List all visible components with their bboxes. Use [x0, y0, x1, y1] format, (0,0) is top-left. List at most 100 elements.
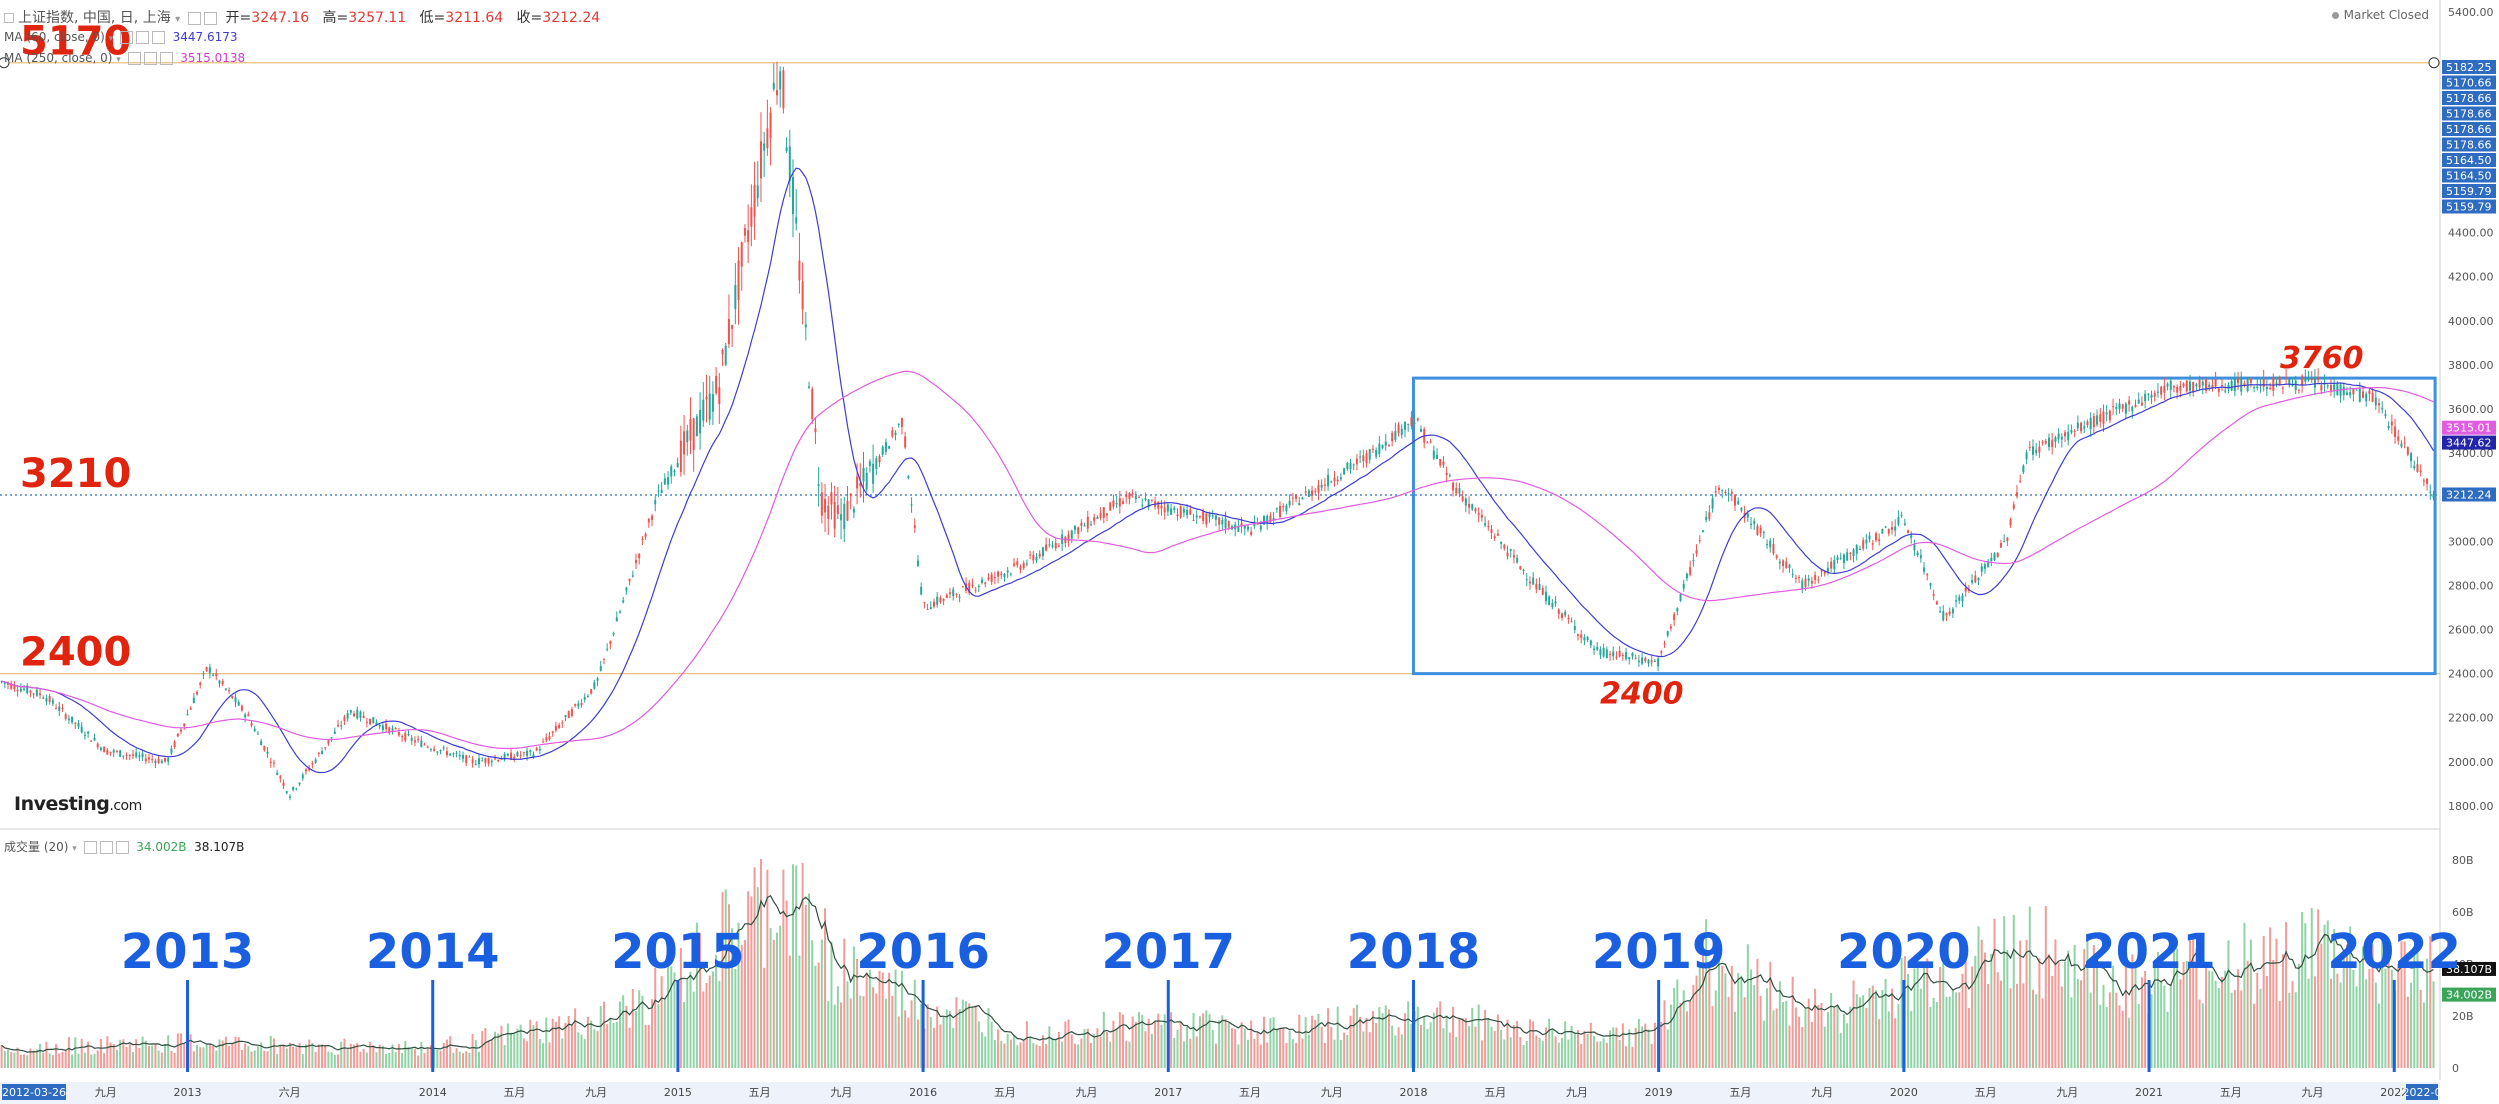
x-tick-label: 2022-0 [2403, 1086, 2442, 1099]
volume-bar [2313, 976, 2316, 1068]
x-tick-label: 2019 [1645, 1086, 1673, 1099]
volume-bar [1214, 1043, 1217, 1068]
candle-body [176, 733, 179, 737]
eye-icon[interactable] [83, 841, 97, 854]
volume-bar [1359, 1016, 1362, 1068]
settings-icon[interactable] [136, 31, 149, 44]
volume-bar [1128, 1041, 1131, 1068]
volume-bar [1147, 1018, 1150, 1068]
x-tick-label: 五月 [2220, 1086, 2242, 1099]
x-tick-label: 2012-03-26 [2, 1086, 66, 1099]
market-status-text: Market Closed [2343, 8, 2429, 22]
chevron-down-icon[interactable]: ▾ [116, 55, 121, 65]
year-marker-label: 2017 [1101, 924, 1235, 980]
volume-bar [900, 970, 903, 1068]
volume-bar [1375, 1023, 1378, 1068]
volume-bar [628, 1027, 631, 1068]
candle-body [506, 753, 509, 756]
volume-bar [2374, 982, 2377, 1068]
candle-body [654, 500, 657, 505]
logo-main: Investing [14, 793, 110, 815]
volume-bar [606, 1024, 609, 1068]
candle-body [1849, 552, 1852, 554]
candle-body [1455, 487, 1458, 494]
candle-body [1874, 533, 1877, 541]
volume-bar [1878, 1019, 1881, 1068]
candle-body [2378, 403, 2381, 406]
close-icon[interactable] [159, 52, 173, 65]
candle-body [1198, 515, 1201, 517]
close-icon[interactable] [203, 11, 217, 25]
candle-body [2192, 381, 2195, 393]
candle-body [205, 667, 208, 671]
eye-icon[interactable] [127, 52, 141, 65]
ma250-legend[interactable]: MA (250, close, 0) ▾ 3515.0138 [4, 51, 245, 65]
chevron-down-icon[interactable]: ▾ [72, 844, 77, 854]
volume-bar [596, 1030, 599, 1068]
volume-legend[interactable]: 成交量 (20) ▾ 34.002B 38.107B [4, 838, 244, 855]
candle-body [2089, 417, 2092, 430]
candle-body [1054, 543, 1057, 549]
volume-bar [2269, 927, 2272, 1068]
volume-bar [673, 972, 676, 1068]
candle-body [2317, 377, 2320, 381]
candle-body [324, 747, 327, 749]
candle-body [2124, 403, 2127, 414]
volume-bar [968, 1003, 971, 1068]
candle-body [96, 743, 99, 748]
candle-body [263, 746, 266, 751]
volume-bar [833, 1004, 836, 1068]
candle-body [119, 750, 122, 757]
candle-body [1762, 531, 1765, 534]
settings-icon[interactable] [143, 52, 157, 65]
volume-bar [1516, 1021, 1519, 1068]
candle-body [2044, 441, 2047, 444]
volume-bar [1849, 1006, 1852, 1068]
symbol-name[interactable]: 上证指数, 中国, 日, 上海 [18, 10, 171, 26]
y-tick-label: 2400.00 [2448, 668, 2494, 681]
volume-bar [2358, 962, 2361, 1068]
volume-bar [141, 1036, 144, 1068]
settings-icon[interactable] [99, 841, 113, 854]
candle-body [1304, 491, 1307, 493]
candle-body [455, 752, 458, 755]
close-icon[interactable] [152, 31, 165, 44]
chevron-down-icon[interactable]: ▾ [108, 34, 114, 44]
volume-bar [279, 1044, 282, 1068]
candle-body [103, 746, 106, 753]
volume-bar [683, 1002, 686, 1068]
ma60-label[interactable]: MA (60, close, 0) [4, 30, 105, 44]
price-tag-label: 5178.66 [2446, 139, 2492, 152]
candle-body [2326, 385, 2329, 387]
volume-bar [1474, 1026, 1477, 1068]
candle-body [1275, 508, 1278, 510]
candle-body [602, 658, 605, 660]
eye-icon[interactable] [120, 31, 133, 44]
candle-body [1839, 557, 1842, 559]
candle-body [599, 666, 602, 671]
close-icon[interactable] [115, 841, 129, 854]
collapse-icon[interactable] [4, 13, 14, 23]
candle-body [1179, 506, 1182, 518]
candle-body [67, 718, 70, 721]
chevron-down-icon[interactable]: ▾ [175, 14, 181, 25]
volume-bar [1983, 952, 1986, 1068]
candle-body [1778, 561, 1781, 564]
volume-bar [2102, 984, 2105, 1068]
volume-bar [551, 1018, 554, 1068]
volume-bar [208, 1044, 211, 1068]
candle-body [554, 725, 557, 731]
year-marker-label: 2016 [856, 924, 990, 980]
candle-body [753, 185, 756, 217]
candle-body [779, 71, 782, 90]
ma250-label[interactable]: MA (250, close, 0) [4, 51, 113, 65]
close-label: 收= [516, 10, 543, 26]
volume-label[interactable]: 成交量 (20) [4, 840, 69, 854]
settings-icon[interactable] [187, 11, 201, 25]
ma60-legend[interactable]: MA (60, close, 0) ▾ 3447.6173 [4, 30, 238, 44]
candle-body [1881, 529, 1884, 534]
x-tick-label: 九月 [1321, 1086, 1343, 1099]
candle-body [862, 467, 865, 482]
candle-body [513, 756, 516, 760]
